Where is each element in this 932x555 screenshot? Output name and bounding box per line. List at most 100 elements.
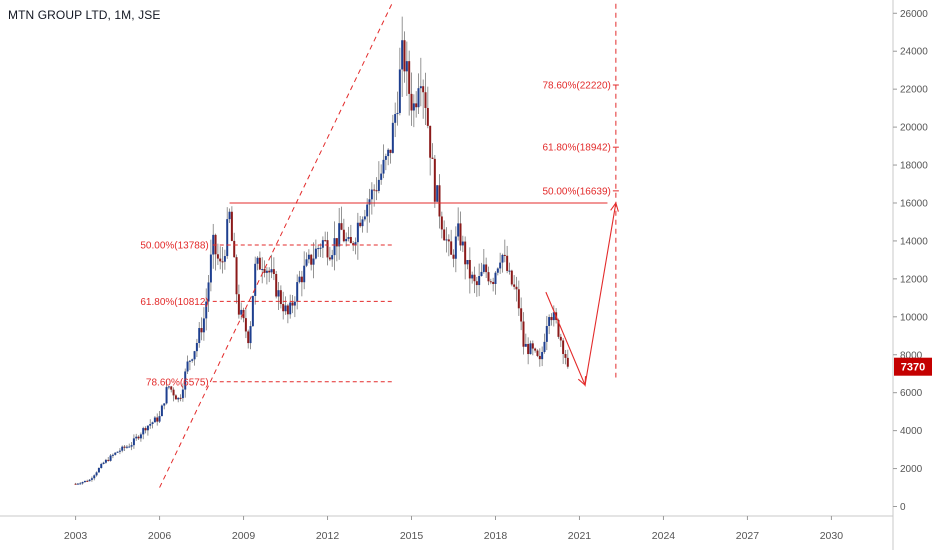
candle-body: [496, 268, 499, 273]
fib-level-label: 50.00%(13788): [140, 240, 208, 251]
fib-right-label: 61.80%(18942): [542, 143, 610, 154]
candle-body: [471, 274, 474, 279]
x-tick-label: 2003: [64, 530, 88, 542]
candle-body: [109, 455, 112, 461]
candle-body: [473, 274, 476, 282]
candle-body: [179, 397, 182, 399]
candle-body: [90, 478, 93, 480]
candle-body: [436, 185, 439, 202]
candle-body: [209, 254, 212, 283]
candle-body: [515, 286, 518, 290]
candle-body: [559, 336, 562, 341]
y-tick-label: 6000: [900, 388, 923, 399]
candle-body: [424, 92, 427, 108]
candle-body: [317, 248, 320, 250]
candle-body: [405, 61, 408, 72]
candle-body: [433, 158, 436, 202]
candle-body: [265, 270, 268, 273]
candle-body: [275, 273, 278, 297]
candle-body: [557, 319, 560, 337]
candle-body: [132, 438, 135, 446]
candle-body: [74, 483, 77, 485]
candle-body: [501, 254, 504, 263]
candle-body: [503, 254, 506, 256]
candle-body: [541, 351, 544, 360]
candle-body: [377, 179, 380, 191]
candle-body: [396, 112, 399, 115]
y-tick-label: 8000: [900, 350, 923, 361]
candle-body: [524, 343, 527, 347]
candle-body: [277, 290, 280, 297]
price-badge: [894, 357, 932, 376]
candle-body: [312, 258, 315, 265]
candle-body: [198, 328, 201, 343]
x-tick-label: 2027: [736, 530, 760, 542]
candle-body: [186, 361, 189, 372]
candle-body: [380, 173, 383, 180]
candle-body: [345, 238, 348, 242]
candle-body: [464, 241, 467, 265]
candle-body: [478, 276, 481, 286]
candle-body: [272, 269, 275, 274]
candle-body: [319, 247, 322, 249]
candle-body: [394, 114, 397, 123]
candle-body: [237, 294, 240, 315]
candle-body: [564, 354, 567, 358]
candle-body: [305, 259, 308, 266]
candle-body: [382, 159, 385, 174]
candle-body: [422, 86, 425, 93]
candle-body: [202, 318, 205, 333]
y-tick-label: 10000: [900, 312, 928, 323]
candle-body: [506, 255, 509, 271]
candle-body: [296, 282, 299, 302]
candle-body: [335, 238, 338, 247]
candle-body: [426, 107, 429, 126]
candle-body: [282, 304, 285, 312]
candle-body: [340, 223, 343, 230]
candle-body: [307, 254, 310, 260]
candle-body: [207, 282, 210, 302]
candle-body: [200, 328, 203, 333]
candle-body: [548, 317, 551, 326]
candle-body: [310, 254, 313, 265]
candle-body: [361, 219, 364, 227]
candle-body: [356, 222, 359, 243]
candle-body: [223, 256, 226, 262]
candle-body: [123, 446, 126, 448]
candle-body: [326, 240, 329, 258]
y-tick-label: 16000: [900, 198, 928, 209]
candle-body: [342, 229, 345, 242]
candle-body: [520, 308, 523, 322]
candle-body: [513, 284, 516, 287]
candle-body: [286, 305, 289, 315]
candle-body: [174, 395, 177, 400]
candle-body: [235, 257, 238, 295]
candle-body: [263, 269, 266, 273]
candle-body: [368, 199, 371, 205]
candle-body: [349, 237, 352, 244]
candle-body: [142, 428, 145, 435]
candle-body: [184, 371, 187, 390]
candle-body: [550, 317, 553, 321]
candle-body: [527, 343, 530, 355]
candle-body: [188, 360, 191, 362]
candle-body: [291, 302, 294, 306]
candle-body: [328, 257, 331, 260]
candle-body: [193, 351, 196, 360]
candle-body: [298, 276, 301, 283]
candle-body: [93, 475, 96, 479]
candle-body: [158, 416, 161, 422]
candle-body: [552, 312, 555, 321]
candle-body: [191, 359, 194, 361]
candle-body: [401, 40, 404, 70]
candle-body: [391, 122, 394, 153]
candle-body: [254, 263, 257, 296]
candle-body: [338, 223, 341, 247]
x-tick-label: 2015: [400, 530, 424, 542]
projection-mid-arrow: [577, 376, 587, 387]
candle-body: [139, 434, 142, 439]
candle-body: [485, 264, 488, 273]
x-tick-label: 2030: [820, 530, 844, 542]
